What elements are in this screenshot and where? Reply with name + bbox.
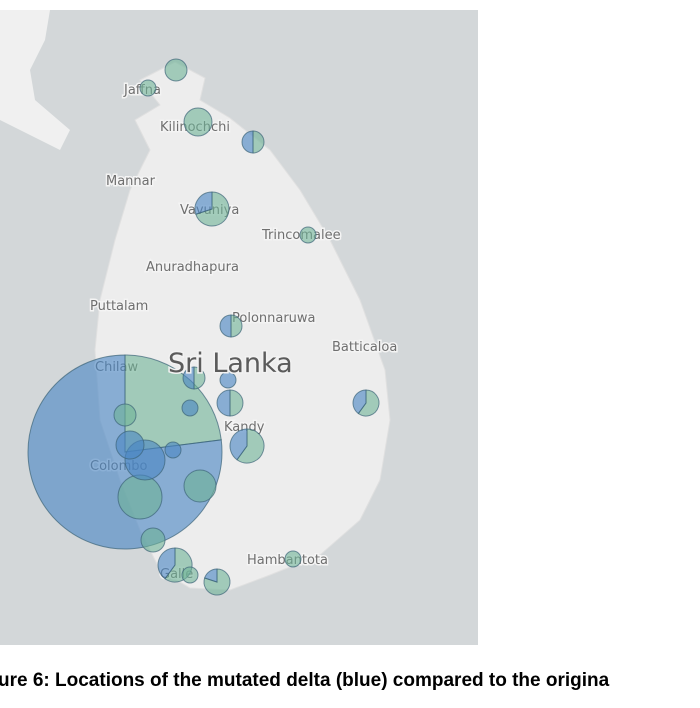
mutated-slice	[194, 191, 213, 215]
place-label: Polonnaruwa	[232, 311, 316, 326]
pie-marker	[284, 550, 302, 568]
mutated-slice	[157, 547, 176, 580]
mutated-slice	[352, 389, 367, 415]
mutated-slice	[241, 130, 254, 154]
mutated-slice	[164, 441, 182, 459]
pie-marker	[194, 191, 230, 227]
original-slice	[140, 527, 166, 553]
pie-marker	[164, 441, 182, 459]
mutated-slice	[219, 314, 232, 338]
pie-marker	[183, 107, 213, 137]
place-label: Anuradhapura	[146, 260, 239, 275]
pie-marker	[140, 527, 166, 553]
original-slice	[183, 107, 213, 137]
original-slice	[181, 566, 199, 584]
pie-marker	[115, 430, 145, 460]
original-slice	[357, 389, 380, 417]
original-slice	[164, 58, 188, 82]
caption: ure 6: Locations of the mutated delta (b…	[0, 670, 610, 691]
mutated-slice	[182, 366, 195, 390]
mutated-slice	[229, 428, 248, 461]
original-slice	[236, 428, 265, 464]
original-slice	[183, 469, 217, 503]
original-slice	[284, 550, 302, 568]
original-slice	[113, 403, 137, 427]
mutated-slice	[115, 430, 145, 460]
pie-marker	[352, 389, 380, 417]
original-slice	[299, 226, 317, 244]
pie-marker	[181, 399, 199, 417]
pie-marker	[216, 389, 244, 417]
country-label: Sri Lanka	[168, 348, 293, 379]
pie-marker	[241, 130, 265, 154]
pie-marker	[181, 566, 199, 584]
original-slice	[252, 130, 265, 154]
pie-marker	[182, 366, 206, 390]
original-slice	[229, 389, 244, 417]
original-slice	[230, 314, 243, 338]
mutated-slice	[219, 371, 237, 389]
place-label: Mannar	[106, 174, 156, 189]
mainland	[0, 10, 70, 150]
pie-marker	[299, 226, 317, 244]
pie-marker	[183, 469, 217, 503]
mutated-slice	[181, 399, 199, 417]
pie-marker	[113, 403, 137, 427]
pie-marker	[219, 314, 243, 338]
original-slice	[193, 366, 206, 390]
place-label: Puttalam	[90, 299, 148, 314]
pie-marker	[164, 58, 188, 82]
pie-marker	[219, 371, 237, 389]
mutated-slice	[204, 568, 218, 583]
original-slice	[139, 79, 157, 97]
original-slice	[117, 474, 163, 520]
pie-marker	[117, 474, 163, 520]
pie-marker	[203, 568, 231, 596]
place-label: Batticaloa	[332, 340, 397, 355]
mutated-slice	[216, 389, 231, 417]
pie-marker	[229, 428, 265, 464]
pie-marker	[139, 79, 157, 97]
